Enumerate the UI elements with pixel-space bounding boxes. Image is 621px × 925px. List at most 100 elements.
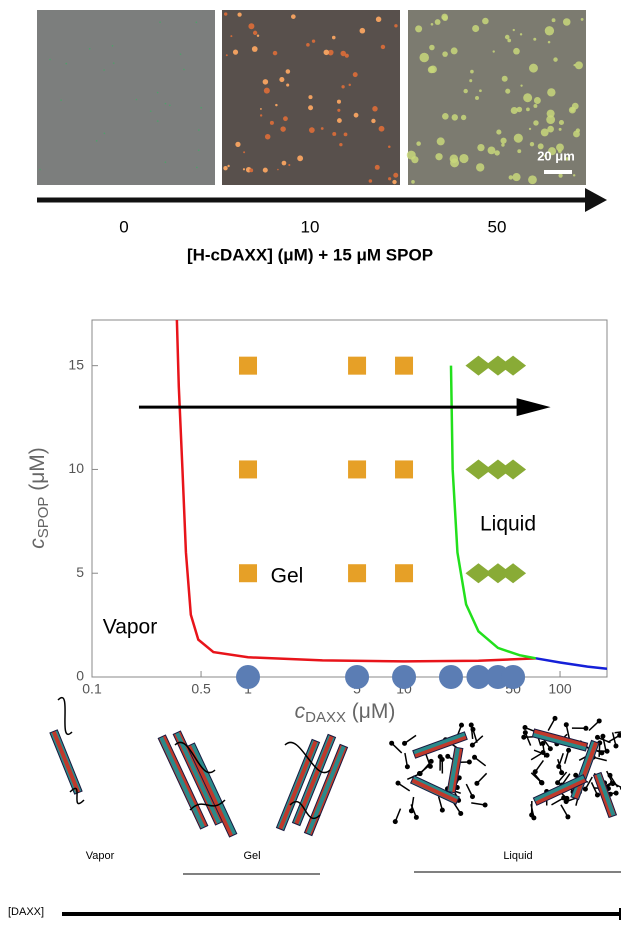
aggregate bbox=[263, 87, 270, 94]
y-tick-label: 5 bbox=[76, 564, 84, 580]
aggregate bbox=[242, 168, 246, 171]
linker-end bbox=[532, 769, 538, 775]
scale-bar-label: 20 μm bbox=[537, 148, 575, 163]
linker-end bbox=[596, 718, 602, 724]
axis-label: [DAXX] bbox=[8, 906, 44, 918]
speckle bbox=[164, 161, 167, 164]
schematic: Vapor Gel Liquid [DAXX] bbox=[8, 696, 621, 920]
speckle bbox=[111, 45, 114, 47]
speckle bbox=[197, 129, 200, 131]
rod bbox=[49, 729, 83, 795]
droplet bbox=[441, 13, 448, 21]
diamond-marker bbox=[484, 563, 511, 584]
square-marker bbox=[239, 356, 258, 375]
aggregate bbox=[256, 34, 260, 37]
droplet bbox=[479, 89, 482, 93]
linker-end bbox=[594, 734, 600, 740]
diamond-marker bbox=[465, 355, 492, 376]
speckle bbox=[195, 21, 198, 24]
y-tick-label: 15 bbox=[68, 356, 84, 372]
droplet bbox=[501, 143, 505, 147]
aggregate bbox=[306, 43, 310, 47]
x-tick-label: 0.1 bbox=[82, 681, 102, 697]
droplet bbox=[540, 128, 549, 137]
droplet bbox=[505, 88, 511, 94]
arrow-head bbox=[585, 188, 607, 212]
aggregate bbox=[374, 164, 380, 170]
aggregate bbox=[272, 50, 278, 56]
droplet bbox=[501, 75, 508, 82]
rod bbox=[303, 743, 349, 837]
arrow-head bbox=[516, 398, 551, 417]
droplet bbox=[510, 106, 518, 115]
linker-end bbox=[469, 794, 475, 800]
rod bbox=[532, 774, 588, 806]
droplet bbox=[533, 120, 539, 126]
linker bbox=[69, 787, 85, 805]
aggregate bbox=[230, 35, 233, 38]
linker-end bbox=[522, 725, 528, 731]
aggregate bbox=[378, 125, 385, 132]
droplet bbox=[419, 52, 429, 63]
speckle bbox=[103, 69, 105, 71]
droplet bbox=[477, 143, 485, 152]
aggregate bbox=[277, 168, 279, 171]
droplet bbox=[551, 18, 556, 23]
linker-end bbox=[552, 715, 558, 721]
linker-end bbox=[458, 811, 464, 817]
linker-end bbox=[392, 819, 398, 825]
speckle bbox=[156, 120, 159, 122]
linker-end bbox=[439, 807, 445, 813]
droplet bbox=[434, 19, 441, 25]
droplet bbox=[528, 175, 537, 185]
droplet bbox=[427, 66, 435, 74]
speckle bbox=[149, 110, 152, 112]
linker bbox=[174, 741, 216, 774]
droplet bbox=[543, 154, 547, 158]
aggregate bbox=[308, 95, 313, 100]
droplet bbox=[436, 137, 445, 146]
droplet bbox=[476, 163, 485, 172]
square-marker bbox=[395, 564, 414, 583]
aggregate bbox=[332, 131, 337, 136]
speckle bbox=[169, 104, 171, 107]
x-tick-label: 0.5 bbox=[191, 681, 211, 697]
droplet bbox=[469, 79, 473, 83]
linker-end bbox=[417, 771, 423, 777]
aggregate bbox=[264, 133, 271, 140]
linker-end bbox=[565, 814, 571, 820]
aggregate bbox=[291, 14, 296, 19]
droplet bbox=[516, 106, 523, 113]
aggregate bbox=[392, 179, 397, 185]
speckle bbox=[103, 132, 106, 135]
aggregate bbox=[311, 39, 316, 43]
droplet bbox=[575, 128, 581, 133]
aggregate bbox=[341, 85, 345, 89]
droplet bbox=[442, 112, 449, 120]
droplet bbox=[504, 34, 510, 40]
droplet bbox=[558, 149, 562, 154]
aggregate bbox=[223, 166, 228, 171]
aggregate bbox=[375, 16, 382, 23]
droplet bbox=[512, 173, 521, 182]
linker-end bbox=[573, 772, 579, 778]
linker-end bbox=[482, 802, 488, 808]
droplet bbox=[528, 127, 532, 131]
droplet bbox=[529, 63, 538, 73]
droplet bbox=[508, 175, 513, 180]
region-label: Vapor bbox=[103, 616, 157, 639]
phase-diagram: 0.10.5151050100051015cDAXX (μM)cSPOP (μM… bbox=[26, 319, 608, 726]
aggregate bbox=[243, 151, 246, 154]
concentration: 50 bbox=[488, 217, 507, 236]
diamond-marker bbox=[465, 459, 492, 480]
droplet bbox=[572, 174, 576, 177]
linker-end bbox=[521, 734, 527, 740]
square-marker bbox=[395, 460, 414, 479]
droplet bbox=[470, 69, 474, 74]
square-marker bbox=[239, 564, 258, 583]
aggregate bbox=[393, 172, 399, 178]
linker-end bbox=[563, 799, 569, 805]
y-tick-label: 0 bbox=[76, 668, 84, 684]
y-tick-label: 10 bbox=[68, 460, 84, 476]
speckle bbox=[200, 106, 203, 109]
